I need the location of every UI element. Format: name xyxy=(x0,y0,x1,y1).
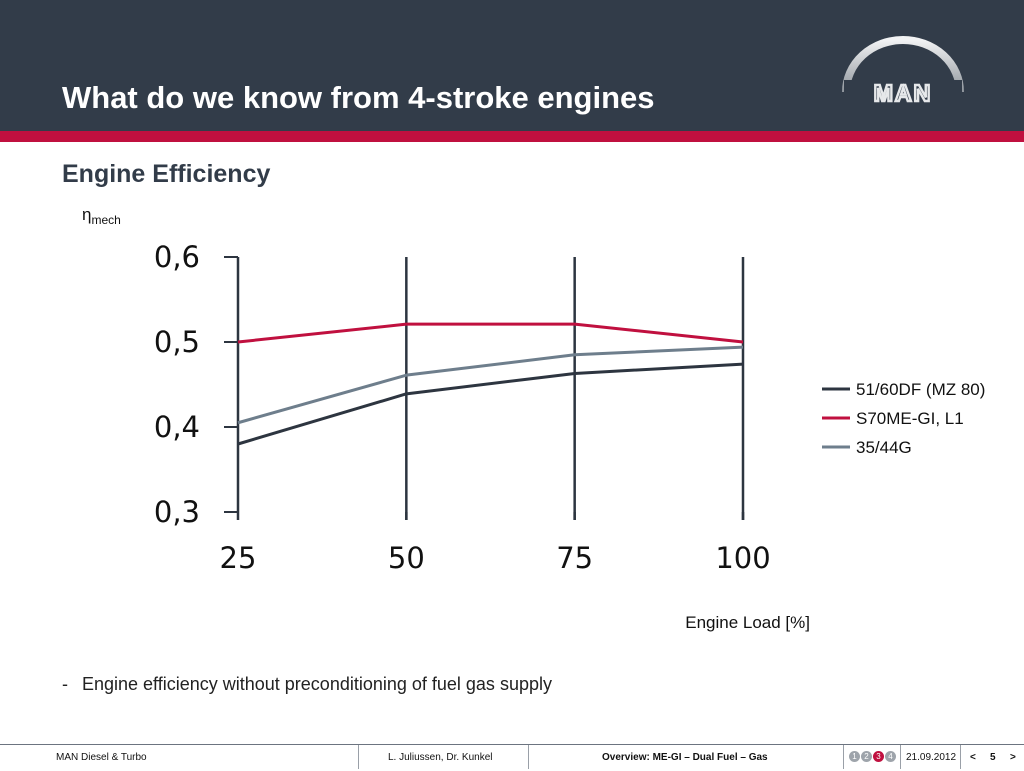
legend-label: 51/60DF (MZ 80) xyxy=(856,380,985,399)
x-axis-label: Engine Load [%] xyxy=(685,613,810,632)
x-tick-label: 75 xyxy=(556,541,593,575)
series-line xyxy=(237,345,744,425)
bullet-marker: - xyxy=(62,674,68,694)
y-tick-label: 0,5 xyxy=(154,325,200,359)
y-tick-label: 0,4 xyxy=(154,410,200,444)
series-line xyxy=(237,362,744,446)
header-accent-stripe xyxy=(0,131,1024,142)
footer-divider xyxy=(358,745,359,769)
chapter-dot: 1 xyxy=(849,751,860,762)
footer-divider xyxy=(960,745,961,769)
legend-label: 35/44G xyxy=(856,438,912,457)
chapter-dot: 2 xyxy=(861,751,872,762)
slide-title: What do we know from 4-stroke engines xyxy=(62,80,655,115)
footer-divider xyxy=(843,745,844,769)
x-tick-label: 100 xyxy=(715,541,770,575)
man-logo: MAN xyxy=(842,36,964,107)
section-title: Engine Efficiency xyxy=(62,160,271,188)
footer-company: MAN Diesel & Turbo xyxy=(56,752,147,763)
efficiency-chart: 0,3 0,4 0,5 0,6 25 50 75 100 ηmech Engine Load [%… xyxy=(82,205,985,632)
footer-divider xyxy=(900,745,901,769)
footer-date: 21.09.2012 xyxy=(906,752,957,763)
x-tick-label: 25 xyxy=(220,541,257,575)
series-line xyxy=(237,322,744,344)
legend-label: S70ME-GI, L1 xyxy=(856,409,964,428)
svg-text:MAN: MAN xyxy=(874,80,932,106)
y-tick-label: 0,6 xyxy=(154,240,200,274)
prev-slide-button[interactable]: < xyxy=(970,752,976,763)
chapter-dot: 3 xyxy=(873,751,884,762)
y-tick-label: 0,3 xyxy=(154,495,200,529)
footer: MAN Diesel & Turbo L. Juliussen, Dr. Kun… xyxy=(0,744,1024,769)
chapter-dot: 4 xyxy=(885,751,896,762)
next-slide-button[interactable]: > xyxy=(1010,752,1016,763)
bullet-item: - Engine efficiency without preconditioni… xyxy=(62,674,552,695)
footer-divider xyxy=(528,745,529,769)
page-number: 5 xyxy=(990,752,996,763)
bullet-text: Engine efficiency without preconditionin… xyxy=(82,674,552,694)
y-axis-label: ηmech xyxy=(82,205,121,227)
x-tick-label: 50 xyxy=(388,541,425,575)
footer-authors: L. Juliussen, Dr. Kunkel xyxy=(388,752,493,763)
footer-topic: Overview: ME-GI – Dual Fuel – Gas xyxy=(602,752,768,763)
